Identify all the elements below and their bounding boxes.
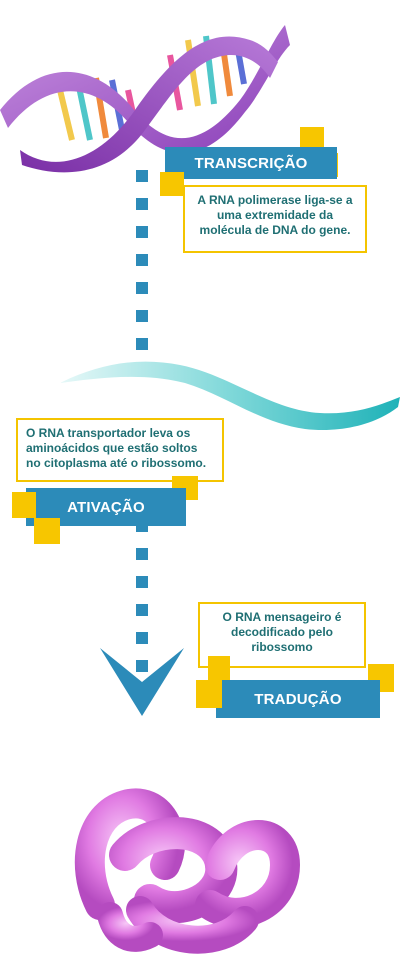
arrow-down-icon bbox=[100, 648, 184, 716]
protein-coil-icon bbox=[74, 788, 301, 954]
dna-helix-icon bbox=[0, 25, 290, 173]
accent-square bbox=[160, 172, 184, 196]
accent-square bbox=[196, 680, 222, 708]
step-title-transcricao: TRANSCRIÇÃO bbox=[165, 147, 337, 179]
step-text-ativacao: O RNA transportador leva os aminoácidos … bbox=[26, 426, 207, 470]
step-text-transcricao: A RNA polimerase liga-se a uma extremida… bbox=[197, 193, 353, 237]
step-note-transcricao: A RNA polimerase liga-se a uma extremida… bbox=[183, 185, 367, 253]
step-title-traducao: TRADUÇÃO bbox=[216, 680, 380, 718]
accent-square bbox=[34, 518, 60, 544]
step-text-traducao: O RNA mensageiro é decodificado pelo rib… bbox=[222, 610, 342, 654]
accent-square bbox=[12, 492, 36, 518]
pathway-dots-top bbox=[136, 170, 148, 366]
step-note-ativacao: O RNA transportador leva os aminoácidos … bbox=[16, 418, 224, 482]
accent-square bbox=[208, 656, 230, 680]
rna-strand-icon bbox=[60, 361, 400, 431]
